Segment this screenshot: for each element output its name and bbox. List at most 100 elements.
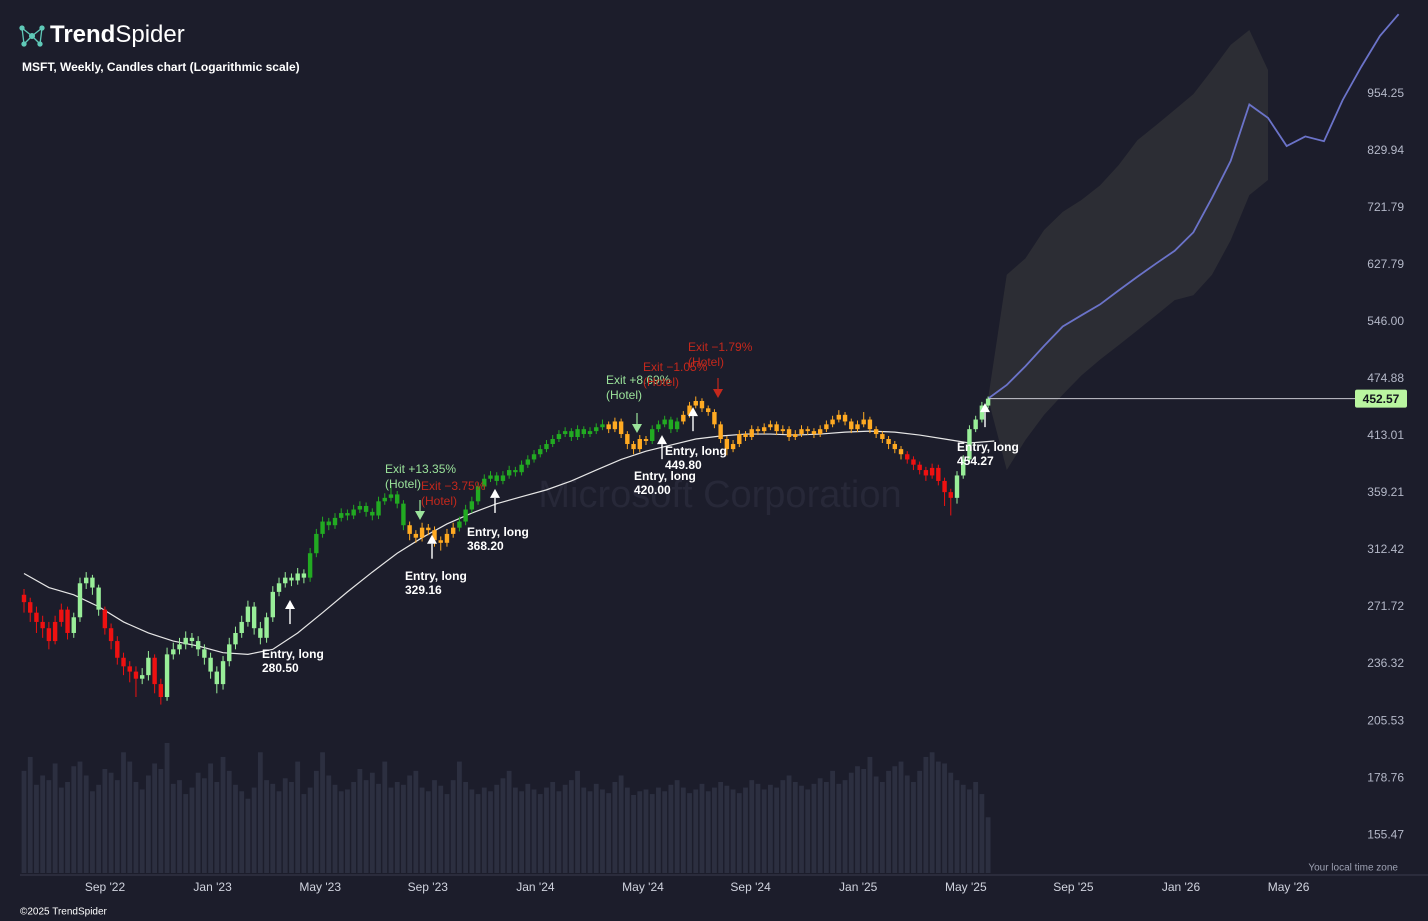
candle-body [52,621,58,642]
volume-bar [917,770,923,873]
x-tick-label: Jan '24 [516,880,555,894]
volume-bar [817,778,823,873]
volume-bar [52,763,58,873]
volume-bar [848,772,854,873]
candle-body [681,414,686,422]
candle-body [811,431,817,435]
volume-bar [295,761,301,873]
volume-bar [432,780,437,873]
candle-body [911,459,916,465]
volume-bar [892,766,898,873]
candle-body [929,467,935,476]
candle-body [612,421,618,430]
volume-bar [164,743,170,873]
candle-body [28,602,33,613]
candle-body [307,553,313,578]
exit-arrow [713,389,723,398]
candle-body [923,470,929,476]
logo-icon [19,25,45,47]
watermark: Microsoft Corporation [538,474,901,516]
candle-body [836,414,842,420]
candle-body [656,424,661,430]
candle-body [115,641,120,658]
volume-bar [649,794,655,873]
volume-bar [823,782,829,873]
candle-body [139,675,145,679]
candle-body [674,421,680,430]
volume-bar [879,782,885,873]
volume-bar [233,784,238,873]
volume-bar [121,752,126,873]
volume-bar [438,785,444,873]
exit-note: (Hotel) [643,375,679,389]
volume-bar [761,789,767,873]
volume-bar [699,783,705,873]
volume-bar [593,783,599,873]
volume-bar [146,775,151,873]
volume-bar [245,798,251,873]
candle-body [724,439,730,450]
volume-bar [40,775,46,873]
volume-bar [656,787,661,873]
y-tick-label: 312.42 [1367,542,1404,556]
volume-bar [537,794,543,873]
volume-bar [170,783,176,873]
volume-bar [127,761,133,873]
candle-body [506,470,512,476]
volume-bar [494,784,500,873]
candle-body [737,434,742,445]
volume-bar [90,791,95,873]
candle-body [21,594,27,603]
y-tick-label: 359.21 [1367,485,1404,499]
candle-body [618,421,624,435]
volume-bar [562,784,568,873]
candle-body [954,475,960,498]
candle-body [799,429,804,435]
candle-body [289,577,294,581]
entry-price: 454.27 [957,454,994,468]
candle-body [494,475,499,481]
candle-body [824,424,829,430]
forecast-line [987,13,1400,400]
x-tick-label: May '25 [945,880,987,894]
volume-bar [973,782,979,873]
y-tick-label: 954.25 [1367,86,1404,100]
candle-body [513,470,518,473]
candle-body [693,400,698,406]
candle-body [755,429,761,432]
volume-bar [693,789,699,873]
candle-body [438,540,443,543]
candle-body [531,454,537,460]
volume-bar [251,787,257,873]
logo-light: Spider [115,21,184,48]
candle-body [967,429,972,460]
volume-bar [768,784,773,873]
candle-body [687,405,692,415]
volume-bar [519,791,524,873]
volume-bar [923,756,929,873]
candle-body [650,429,655,442]
candle-body [314,533,319,554]
candle-body [880,434,885,440]
candle-body [525,459,531,465]
volume-bar [612,782,618,873]
volume-bar [469,789,475,873]
candle-body [77,583,83,618]
volume-bar [643,789,649,873]
volume-bar [401,784,406,873]
y-tick-label: 829.94 [1367,143,1404,157]
volume-bar [861,769,867,873]
volume-bar [500,778,506,873]
entry-arrow [285,600,295,610]
volume-bar [96,784,102,873]
x-tick-label: Sep '23 [408,880,449,894]
logo-text: TrendSpider [50,21,185,48]
volume-bar [326,775,332,873]
volume-bar [618,775,624,873]
candle-body [867,419,873,430]
volume-bar [600,789,605,873]
volume-bar [525,783,531,873]
exit-label: Exit −3.75% [421,479,486,493]
volume-bar [214,782,220,873]
